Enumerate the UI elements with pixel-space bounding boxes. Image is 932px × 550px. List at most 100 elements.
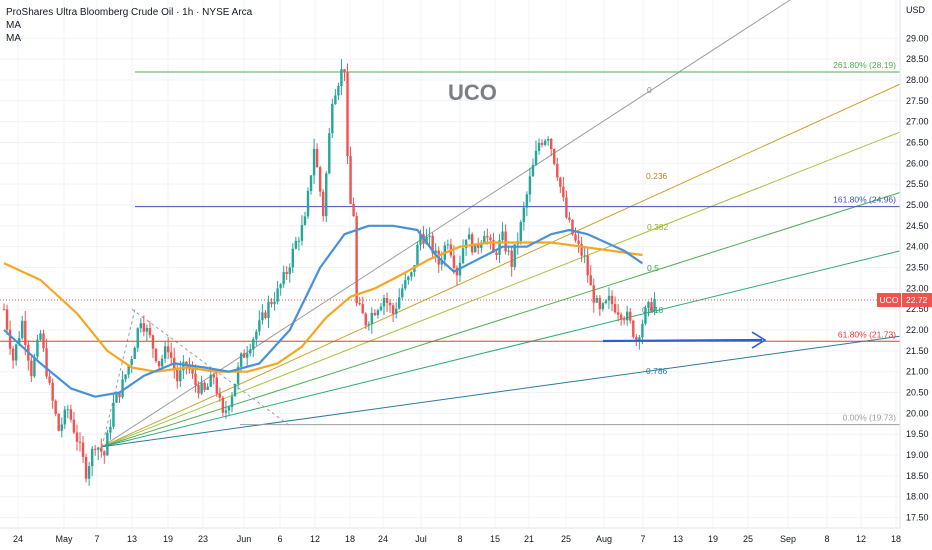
y-tick-label: 22.00: [906, 325, 929, 335]
candle-body: [382, 297, 386, 307]
candle-body: [14, 344, 18, 361]
candle-body: [394, 308, 398, 314]
candle-body: [270, 301, 273, 305]
candle-body: [209, 374, 212, 387]
y-tick-label: 21.00: [906, 367, 929, 377]
candle-body: [78, 441, 82, 443]
candle-body: [291, 248, 294, 268]
y-tick-label: 26.00: [906, 158, 929, 168]
x-tick-label: 6: [277, 534, 282, 544]
candle-body: [212, 374, 215, 378]
last-price-symbol-tag: [877, 293, 901, 308]
candle-body: [54, 400, 57, 414]
candle-body: [261, 312, 264, 321]
candle-body: [507, 250, 510, 252]
x-tick-label: Jul: [415, 534, 427, 544]
candle-body: [273, 301, 276, 305]
candle-body: [185, 361, 188, 365]
target-arrow: [602, 338, 763, 343]
candle-body: [124, 374, 127, 380]
candle-body: [580, 243, 583, 256]
candle-body: [537, 142, 541, 151]
candle-body: [264, 312, 267, 319]
candle-body: [583, 255, 586, 257]
indicator-ma-1[interactable]: MA: [6, 20, 21, 31]
candle-body: [30, 360, 33, 377]
candle-body: [8, 329, 12, 349]
candle-body: [349, 156, 352, 204]
candle-body: [121, 379, 124, 398]
candle-body: [574, 234, 577, 241]
y-tick-label: 24.50: [906, 221, 929, 231]
indicator-ma-2[interactable]: MA: [6, 33, 21, 44]
candle-body: [94, 448, 97, 450]
x-tick-label: 25: [743, 534, 753, 544]
ma-slow-line: [3, 241, 643, 373]
candle-body: [133, 347, 136, 359]
y-tick-label: 21.50: [906, 346, 929, 356]
candle-body: [464, 239, 468, 249]
x-tick-label: 18: [891, 534, 901, 544]
chart-legend: ProShares Ultra Bloomberg Crude Oil · 1h…: [6, 6, 252, 45]
x-tick-label: 18: [345, 534, 355, 544]
y-tick-label: 25.50: [906, 179, 929, 189]
candle-body: [361, 304, 364, 314]
candle-body: [346, 72, 349, 157]
candle-body: [398, 297, 401, 309]
candle-body: [629, 311, 632, 321]
x-tick-label: 8: [457, 534, 462, 544]
candle-body: [142, 323, 146, 332]
y-tick-label: 24.00: [906, 242, 929, 252]
candle-body: [258, 320, 261, 332]
candle-body: [528, 176, 532, 195]
candle-body: [66, 409, 70, 411]
last-price-symbol: UCO: [880, 295, 899, 305]
candle-body: [486, 235, 489, 238]
candle-body: [282, 271, 285, 285]
candle-body: [340, 69, 343, 86]
fan-level-label: 0: [647, 85, 652, 95]
candle-body: [294, 240, 298, 249]
candle-body: [388, 302, 392, 306]
candle-body: [246, 353, 249, 358]
candle-body: [191, 369, 194, 374]
candle-body: [501, 231, 504, 241]
y-tick-label: 25.00: [906, 200, 929, 210]
candle-body: [36, 339, 39, 357]
candle-body: [69, 409, 73, 420]
candle-body: [255, 331, 258, 340]
candle-body: [644, 307, 647, 324]
candle-body: [428, 235, 431, 237]
candle-body: [452, 255, 456, 268]
candle-body: [531, 164, 535, 177]
candle-body: [249, 349, 252, 354]
candle-body: [148, 327, 152, 336]
candle-body: [206, 386, 209, 390]
candle-body: [364, 313, 367, 326]
candle-body: [474, 243, 477, 253]
candle-body: [112, 402, 115, 427]
candle-body: [60, 424, 63, 431]
candle-body: [419, 234, 422, 245]
candle-body: [179, 370, 182, 382]
fan-level-label: 0.786: [646, 366, 668, 376]
candle-body: [495, 252, 498, 255]
candle-body: [565, 197, 568, 218]
candle-body: [331, 103, 334, 134]
candle-body: [118, 393, 121, 398]
fib-level-label: 161.80% (24.96): [833, 195, 896, 205]
candle-body: [328, 133, 331, 174]
candle-body: [559, 177, 562, 187]
candle-body: [230, 396, 234, 407]
candle-body: [635, 336, 638, 340]
candle-body: [236, 366, 240, 384]
annotation-text: UCO: [448, 80, 497, 105]
candle-body: [638, 337, 641, 340]
x-tick-label: 23: [198, 534, 208, 544]
y-tick-label: 20.00: [906, 408, 929, 418]
y-tick-label: 19.00: [906, 450, 929, 460]
candle-body: [519, 222, 522, 242]
candle-body: [610, 295, 614, 305]
candle-body: [215, 377, 218, 394]
